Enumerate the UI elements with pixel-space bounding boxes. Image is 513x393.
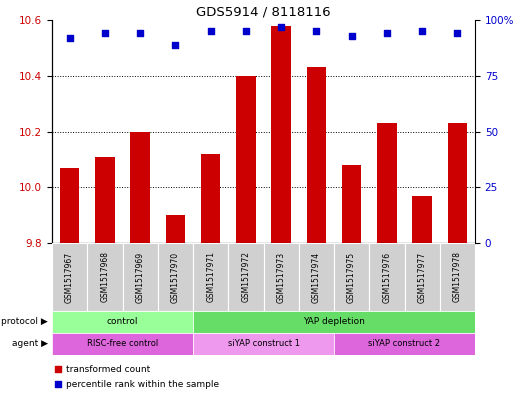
Text: GSM1517969: GSM1517969 bbox=[135, 252, 145, 303]
Bar bbox=[60, 168, 80, 243]
Bar bbox=[166, 215, 185, 243]
Point bbox=[347, 33, 356, 39]
Bar bbox=[342, 165, 361, 243]
Bar bbox=[193, 311, 475, 333]
Bar bbox=[201, 154, 220, 243]
Bar bbox=[334, 333, 475, 355]
Text: RISC-free control: RISC-free control bbox=[87, 340, 158, 349]
Text: GSM1517971: GSM1517971 bbox=[206, 252, 215, 303]
Bar bbox=[130, 132, 150, 243]
Bar bbox=[334, 243, 369, 311]
Point bbox=[277, 24, 285, 30]
Bar bbox=[404, 243, 440, 311]
Bar bbox=[369, 243, 404, 311]
Bar bbox=[271, 26, 291, 243]
Point bbox=[54, 381, 62, 387]
Bar bbox=[123, 243, 158, 311]
Text: GSM1517968: GSM1517968 bbox=[101, 252, 109, 303]
Text: protocol ▶: protocol ▶ bbox=[1, 318, 48, 327]
Bar bbox=[158, 243, 193, 311]
Text: YAP depletion: YAP depletion bbox=[303, 318, 365, 327]
Text: control: control bbox=[107, 318, 138, 327]
Point bbox=[207, 28, 215, 34]
Point bbox=[242, 28, 250, 34]
Point bbox=[54, 366, 62, 372]
Bar bbox=[377, 123, 397, 243]
Bar bbox=[412, 196, 432, 243]
Bar bbox=[193, 243, 228, 311]
Text: GSM1517977: GSM1517977 bbox=[418, 252, 427, 303]
Text: siYAP construct 1: siYAP construct 1 bbox=[227, 340, 300, 349]
Bar bbox=[228, 243, 264, 311]
Bar bbox=[52, 243, 87, 311]
Point bbox=[312, 28, 321, 34]
Text: GSM1517967: GSM1517967 bbox=[65, 252, 74, 303]
Text: GSM1517972: GSM1517972 bbox=[242, 252, 250, 303]
Point bbox=[453, 30, 462, 37]
Text: GSM1517978: GSM1517978 bbox=[453, 252, 462, 303]
Bar bbox=[448, 123, 467, 243]
Bar bbox=[52, 311, 193, 333]
Point bbox=[171, 41, 180, 48]
Text: GSM1517970: GSM1517970 bbox=[171, 252, 180, 303]
Bar bbox=[264, 243, 299, 311]
Bar bbox=[95, 156, 114, 243]
Point bbox=[418, 28, 426, 34]
Text: agent ▶: agent ▶ bbox=[12, 340, 48, 349]
Bar bbox=[87, 243, 123, 311]
Bar bbox=[307, 67, 326, 243]
Title: GDS5914 / 8118116: GDS5914 / 8118116 bbox=[196, 6, 331, 19]
Bar bbox=[236, 76, 255, 243]
Bar bbox=[299, 243, 334, 311]
Bar bbox=[52, 333, 193, 355]
Point bbox=[136, 30, 144, 37]
Text: percentile rank within the sample: percentile rank within the sample bbox=[66, 380, 219, 389]
Text: GSM1517973: GSM1517973 bbox=[277, 252, 286, 303]
Text: GSM1517975: GSM1517975 bbox=[347, 252, 356, 303]
Point bbox=[101, 30, 109, 37]
Bar bbox=[193, 333, 334, 355]
Point bbox=[383, 30, 391, 37]
Text: GSM1517976: GSM1517976 bbox=[382, 252, 391, 303]
Bar bbox=[440, 243, 475, 311]
Point bbox=[66, 35, 74, 41]
Text: siYAP construct 2: siYAP construct 2 bbox=[368, 340, 441, 349]
Text: transformed count: transformed count bbox=[66, 365, 150, 374]
Text: GSM1517974: GSM1517974 bbox=[312, 252, 321, 303]
